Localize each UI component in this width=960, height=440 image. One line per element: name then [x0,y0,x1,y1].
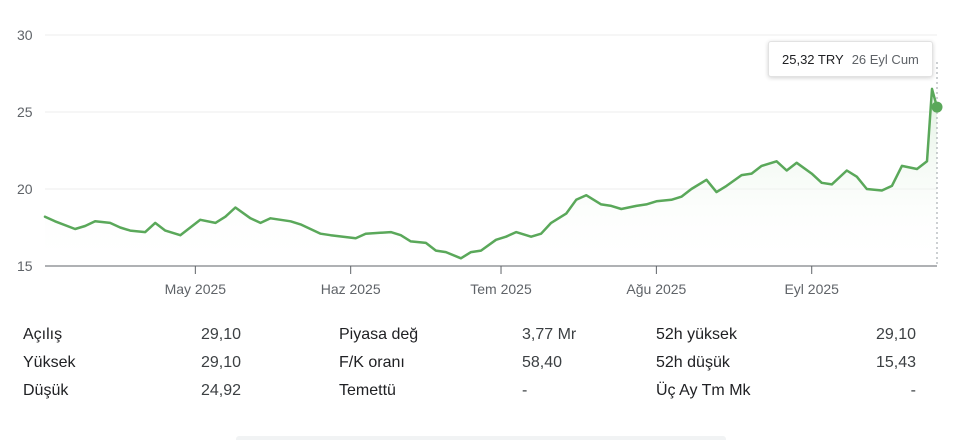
stat-value-open: 29,10 [200,326,241,343]
stat-label-market-cap: Piyasa değ [339,326,419,343]
x-tick-label: Eyl 2025 [784,281,839,297]
price-line [43,87,939,260]
price-area-fill [45,88,937,267]
price-tooltip: 25,32 TRY 26 Eyl Cum [768,41,933,77]
stat-label-low: Düşük [23,382,69,399]
stat-value-low: 24,92 [200,382,241,399]
next-section-edge [236,436,726,440]
x-tick-label: Haz 2025 [321,281,381,297]
stat-value-market-cap: 3,77 Mr [522,326,577,343]
stats-row: Düşük 24,92 Temettü - Üç Ay Tm Mk - [0,378,960,406]
price-chart[interactable]: 15 20 25 30 May 2025 Haz 2025 Tem 2025 Ağu 202… [0,0,960,310]
stats-row: Yüksek 29,10 F/K oranı 58,40 52h düşük 1… [0,350,960,378]
y-axis: 15 20 25 30 [17,27,33,274]
stat-value-dividend: - [522,382,528,399]
tooltip-date: 26 Eyl Cum [851,51,919,67]
stat-label-pe-ratio: F/K oranı [339,354,405,371]
stat-label-dividend: Temettü [339,382,396,399]
y-tick-label: 30 [17,27,33,43]
stat-label-avg-volume: Üç Ay Tm Mk [656,382,751,399]
stat-value-avg-volume: - [910,382,916,399]
x-axis: May 2025 Haz 2025 Tem 2025 Ağu 2025 Eyl 2025 [165,266,839,297]
stat-label-open: Açılış [23,326,63,343]
y-tick-label: 20 [17,181,33,197]
stat-value-high: 29,10 [200,354,241,371]
x-tick-label: Tem 2025 [470,281,532,297]
y-tick-label: 25 [17,104,33,120]
x-tick-label: May 2025 [165,281,227,297]
stat-label-52w-high: 52h yüksek [656,326,737,343]
stat-value-pe-ratio: 58,40 [522,354,563,371]
stat-value-52w-low: 15,43 [875,354,916,371]
stat-label-52w-low: 52h düşük [656,354,730,371]
x-tick-label: Ağu 2025 [626,281,686,297]
y-tick-label: 15 [17,258,33,274]
stat-value-52w-high: 29,10 [875,326,916,343]
hover-point[interactable] [931,101,943,113]
stats-row: Açılış 29,10 Piyasa değ 3,77 Mr 52h yüks… [0,322,960,350]
tooltip-price: 25,32 TRY [782,51,844,67]
stat-label-high: Yüksek [23,354,76,371]
